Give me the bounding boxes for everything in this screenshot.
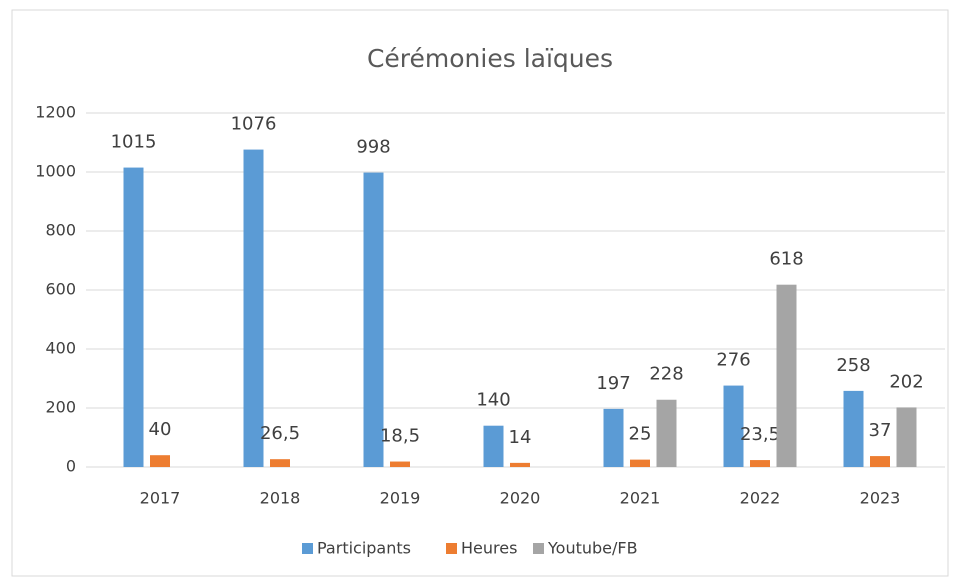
y-tick-label: 1000 <box>35 162 76 181</box>
bar <box>123 167 144 467</box>
bar <box>870 456 890 467</box>
bar <box>150 455 170 467</box>
bar <box>896 407 917 467</box>
legend-label: Heures <box>461 539 517 558</box>
x-tick-label: 2019 <box>380 489 421 508</box>
data-label: 140 <box>476 390 510 411</box>
legend-label: Youtube/FB <box>547 539 638 558</box>
data-label: 40 <box>149 419 172 440</box>
x-tick-label: 2020 <box>500 489 541 508</box>
x-tick-label: 2021 <box>620 489 661 508</box>
y-tick-label: 400 <box>45 339 76 358</box>
legend-label: Participants <box>317 539 411 558</box>
chart-title: Cérémonies laïques <box>367 44 613 73</box>
data-label: 1076 <box>231 114 277 135</box>
bar <box>656 399 677 467</box>
bar <box>390 461 410 467</box>
data-label: 618 <box>769 249 803 270</box>
bar <box>510 462 530 467</box>
bar <box>776 284 797 467</box>
data-label: 998 <box>356 137 390 158</box>
bar <box>483 425 504 467</box>
data-label: 25 <box>629 424 652 445</box>
data-label: 276 <box>716 350 750 371</box>
x-tick-label: 2023 <box>860 489 901 508</box>
y-tick-label: 600 <box>45 280 76 299</box>
data-label: 228 <box>649 364 683 385</box>
y-tick-label: 0 <box>66 457 76 476</box>
y-tick-label: 200 <box>45 398 76 417</box>
x-tick-label: 2017 <box>140 489 181 508</box>
bar <box>363 172 384 467</box>
data-label: 23,5 <box>740 424 780 445</box>
data-label: 26,5 <box>260 423 300 444</box>
y-tick-label: 800 <box>45 221 76 240</box>
data-label: 18,5 <box>380 426 420 447</box>
x-tick-label: 2022 <box>740 489 781 508</box>
legend-swatch <box>446 543 457 554</box>
bar <box>723 385 744 467</box>
data-label: 37 <box>869 420 892 441</box>
data-label: 258 <box>836 355 870 376</box>
bar <box>603 408 624 467</box>
bar <box>270 459 290 467</box>
data-label: 202 <box>889 371 923 392</box>
bar <box>750 460 770 467</box>
bar <box>243 149 264 467</box>
data-label: 1015 <box>111 132 157 153</box>
data-label: 14 <box>509 427 532 448</box>
y-tick-label: 1200 <box>35 103 76 122</box>
legend-swatch <box>533 543 544 554</box>
data-label: 197 <box>596 373 630 394</box>
x-tick-label: 2018 <box>260 489 301 508</box>
legend-swatch <box>302 543 313 554</box>
bar <box>630 459 650 467</box>
bar <box>843 390 864 467</box>
